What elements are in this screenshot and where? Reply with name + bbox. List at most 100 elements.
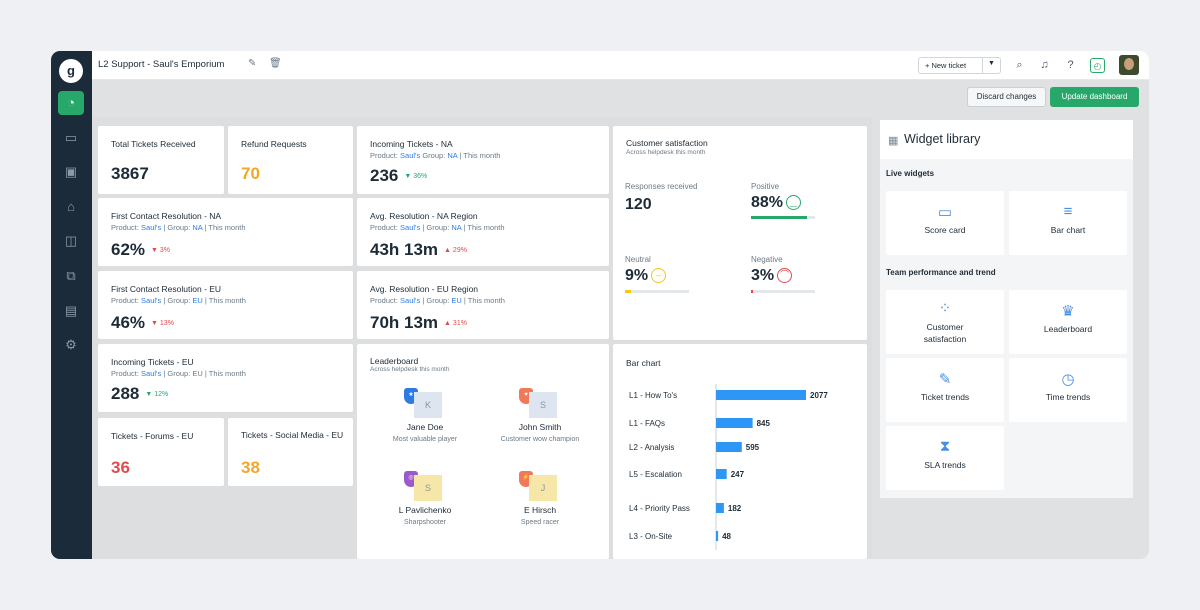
group-label: | Group: xyxy=(163,223,191,232)
bell-icon[interactable]: ♫ xyxy=(1040,59,1049,71)
dashboard-icon[interactable]: ◔ xyxy=(58,91,84,115)
customer-satisfaction-card[interactable]: Customer satisfaction Across helpdesk th… xyxy=(613,126,867,340)
bar-chart-card[interactable]: Bar chart L1 - How To's 2077 L1 - FAQs 845 L… xyxy=(613,344,867,559)
group-link[interactable]: NA xyxy=(451,223,462,232)
search-icon[interactable]: ⌕ xyxy=(1016,59,1023,71)
leaderboard-entry[interactable]: ⚡ J E Hirsch Speed racer xyxy=(485,471,595,526)
negative-value: 3% xyxy=(751,267,775,284)
chat-icon[interactable]: ⧉ xyxy=(66,268,76,283)
bar[interactable] xyxy=(716,418,753,428)
bar[interactable] xyxy=(716,503,724,513)
chevron-down-icon[interactable]: ▼ xyxy=(988,60,995,67)
bar[interactable] xyxy=(716,469,727,479)
widget-sla-trends[interactable]: ⧗ SLA trends xyxy=(886,426,1004,490)
group-link[interactable]: NA xyxy=(447,151,458,160)
avg-resolution-na-card[interactable]: Avg. Resolution - NA Region Product: Sau… xyxy=(357,198,609,266)
card-filter: Product: Saul's | Group: EU | This month xyxy=(370,296,505,305)
book-icon[interactable]: ◫ xyxy=(64,233,78,248)
inbox-icon[interactable]: ▭ xyxy=(64,130,78,145)
new-ticket-button[interactable]: + New ticket ▼ xyxy=(918,57,1001,74)
card-value: 288 xyxy=(111,384,140,403)
app-window: g ◔ ▭ ▣ ⌂ ◫ ⧉ ▤ ⚙ L2 Support - Saul's Em… xyxy=(51,51,1149,559)
group-label: | Group: xyxy=(422,296,450,305)
responses-value: 120 xyxy=(625,196,652,213)
product-link[interactable]: Saul's xyxy=(141,223,162,232)
card-subtitle: Across helpdesk this month xyxy=(370,366,450,373)
widget-score-card[interactable]: ▭ Score card xyxy=(886,191,1004,255)
total-tickets-card[interactable]: Total Tickets Received 3867 xyxy=(98,126,224,194)
bar-label: L1 - How To's xyxy=(629,391,677,400)
bar-label: L4 - Priority Pass xyxy=(629,504,690,513)
avatar[interactable] xyxy=(1119,55,1139,75)
neutral-value: 9% xyxy=(625,267,649,284)
widget-ticket-trends[interactable]: ✎ Ticket trends xyxy=(886,358,1004,422)
card-title: Incoming Tickets - EU xyxy=(111,357,194,367)
group-value[interactable]: EU xyxy=(192,369,203,378)
widget-leaderboard[interactable]: ♛ Leaderboard xyxy=(1009,290,1127,354)
product-link[interactable]: Saul's xyxy=(400,296,421,305)
group-link[interactable]: NA xyxy=(192,223,203,232)
apps-icon[interactable]: ◴ xyxy=(1090,58,1105,73)
alert-icon[interactable]: ⌂ xyxy=(67,199,75,214)
bar-label: L2 - Analysis xyxy=(629,443,674,452)
reports-icon[interactable]: ▤ xyxy=(64,303,78,318)
leaderboard-card[interactable]: Leaderboard Across helpdesk this month ★… xyxy=(357,344,609,559)
leaderboard-entry[interactable]: ♥ S John Smith Customer wow champion xyxy=(485,388,595,443)
widget-library-panel: ▦ Widget library Live widgets ▭ Score ca… xyxy=(880,120,1133,498)
update-dashboard-button[interactable]: Update dashboard xyxy=(1050,87,1139,107)
leader-name: L Pavlichenko xyxy=(398,505,452,515)
avatar: ♥ S xyxy=(519,388,561,420)
trash-icon[interactable]: 🗑 xyxy=(269,58,282,69)
bar[interactable] xyxy=(716,442,742,452)
product-label: Product: xyxy=(111,296,139,305)
incoming-eu-card[interactable]: Incoming Tickets - EU Product: Saul's | … xyxy=(98,344,353,412)
card-value: 3867 xyxy=(111,164,149,183)
avg-resolution-eu-card[interactable]: Avg. Resolution - EU Region Product: Sau… xyxy=(357,271,609,339)
refund-requests-card[interactable]: Refund Requests 70 xyxy=(228,126,353,194)
fcr-eu-card[interactable]: First Contact Resolution - EU Product: S… xyxy=(98,271,353,339)
product-link[interactable]: Saul's xyxy=(141,369,162,378)
social-media-card[interactable]: Tickets - Social Media - EU 38 xyxy=(228,418,353,486)
contacts-icon[interactable]: ▣ xyxy=(64,164,78,179)
widget-bar-chart[interactable]: ≡ Bar chart xyxy=(1009,191,1127,255)
logo-icon[interactable]: g xyxy=(59,59,83,83)
widget-label: Bar chart xyxy=(1050,225,1086,235)
widget-time-trends[interactable]: ◷ Time trends xyxy=(1009,358,1127,422)
avatar-initial: K xyxy=(414,392,442,418)
discard-changes-button[interactable]: Discard changes xyxy=(967,87,1046,107)
product-link[interactable]: Saul's xyxy=(400,151,421,160)
help-icon[interactable]: ? xyxy=(1067,59,1074,71)
product-link[interactable]: Saul's xyxy=(400,223,421,232)
leader-title: Speed racer xyxy=(520,519,560,526)
card-value-row: 46% ▼ 13% xyxy=(111,313,174,333)
leader-title: Sharpshooter xyxy=(403,519,447,526)
leaderboard-entry[interactable]: ★ K Jane Doe Most valuable player xyxy=(370,388,480,443)
period-label: | This month xyxy=(459,151,501,160)
leaderboard-entry[interactable]: ◎ S L Pavlichenko Sharpshooter xyxy=(370,471,480,526)
dashboard-canvas: Total Tickets Received 3867 Refund Reque… xyxy=(92,117,872,559)
bar[interactable] xyxy=(716,531,719,541)
widget-label: Customer satisfaction xyxy=(923,322,967,344)
group-label: | Group: xyxy=(163,296,191,305)
card-filter: Product: Saul's Group: NA | This month xyxy=(370,151,500,160)
edit-icon[interactable]: ✎ xyxy=(248,58,257,69)
widget-customer-satisfaction[interactable]: ⁘ Customer satisfaction xyxy=(886,290,1004,354)
positive-row: 88% ‿ xyxy=(751,194,802,212)
negative-bar xyxy=(751,290,815,293)
card-subtitle: Across helpdesk this month xyxy=(626,149,706,156)
group-link[interactable]: EU xyxy=(192,296,203,305)
bar-label: L1 - FAQs xyxy=(629,419,665,428)
group-link[interactable]: EU xyxy=(451,296,462,305)
card-value-row: 43h 13m ▲ 29% xyxy=(370,240,467,260)
incoming-na-card[interactable]: Incoming Tickets - NA Product: Saul's Gr… xyxy=(357,126,609,194)
change-badge: ▼ 13% xyxy=(151,320,174,328)
neutral-bar xyxy=(625,290,689,293)
fcr-na-card[interactable]: First Contact Resolution - NA Product: S… xyxy=(98,198,353,266)
product-link[interactable]: Saul's xyxy=(141,296,162,305)
bar-label: L5 - Escalation xyxy=(629,470,682,479)
settings-icon[interactable]: ⚙ xyxy=(65,337,77,352)
bar[interactable] xyxy=(716,390,806,400)
bar-value: 48 xyxy=(722,532,731,541)
forums-card[interactable]: Tickets - Forums - EU 36 xyxy=(98,418,224,486)
card-filter: Product: Saul's | Group: EU | This month xyxy=(111,296,246,305)
